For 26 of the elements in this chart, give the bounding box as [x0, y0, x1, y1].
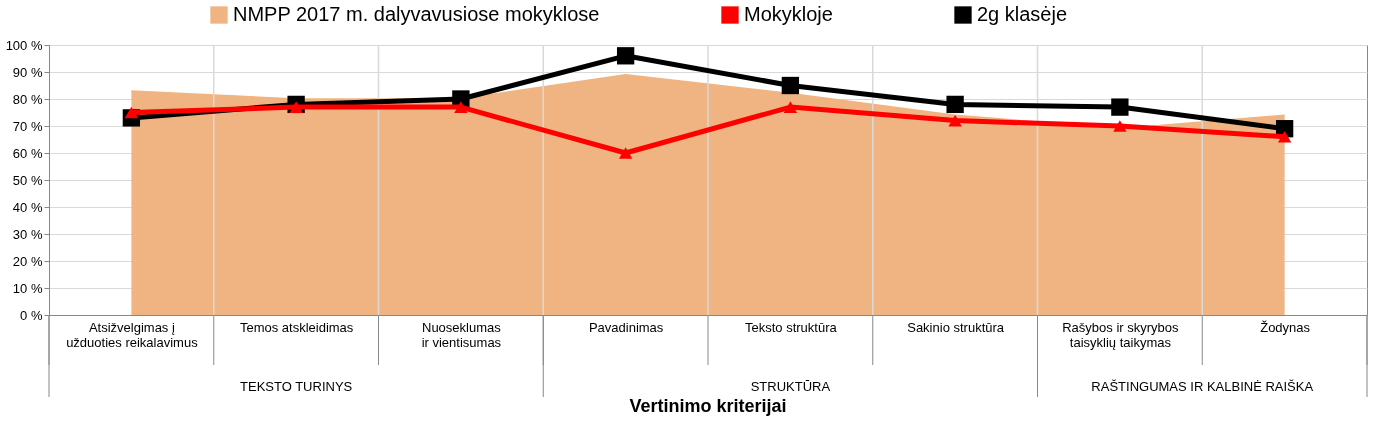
- y-tick-label: 30 %: [12, 226, 43, 242]
- x-tick-label: Nuoseklumas ir vientisumas: [421, 319, 502, 350]
- x-tick-label: Rašybos ir skyrybos taisyklių taikymas: [1062, 319, 1180, 350]
- y-tick-label: 10 %: [12, 280, 43, 296]
- text: TEKSTO TURINYS: [240, 379, 353, 394]
- x-tick-label: Teksto struktūra: [744, 319, 838, 335]
- legend-label: 2g klasėje: [977, 3, 1068, 25]
- y-tick-label: 70 %: [12, 118, 43, 134]
- legend-label: NMPP 2017 m. dalyvavusiose mokyklose: [233, 3, 600, 25]
- x-tick-label: Atsižvelgimas į užduoties reikalavimus: [66, 319, 199, 350]
- y-tick-label: 100 %: [5, 37, 43, 53]
- text: RAŠTINGUMAS IR KALBINĖ RAIŠKA: [1091, 379, 1314, 394]
- y-tick-label: 0 %: [20, 307, 43, 323]
- x-tick-label: Žodynas: [1260, 319, 1311, 335]
- y-tick-label: 60 %: [12, 145, 43, 161]
- x-tick-label: Temos atskleidimas: [239, 319, 354, 335]
- y-tick-label: 20 %: [12, 253, 43, 269]
- y-tick-label: 90 %: [12, 64, 43, 80]
- text: STRUKTŪRA: [750, 379, 831, 394]
- y-tick-label: 40 %: [12, 199, 43, 215]
- y-tick-label: 80 %: [12, 91, 43, 107]
- legend-label: Mokykloje: [744, 3, 833, 25]
- x-tick-label: Pavadinimas: [588, 319, 664, 335]
- x-axis-title: Vertinimo kriterijai: [629, 396, 787, 416]
- y-tick-label: 50 %: [12, 172, 43, 188]
- x-tick-label: Sakinio struktūra: [907, 319, 1005, 335]
